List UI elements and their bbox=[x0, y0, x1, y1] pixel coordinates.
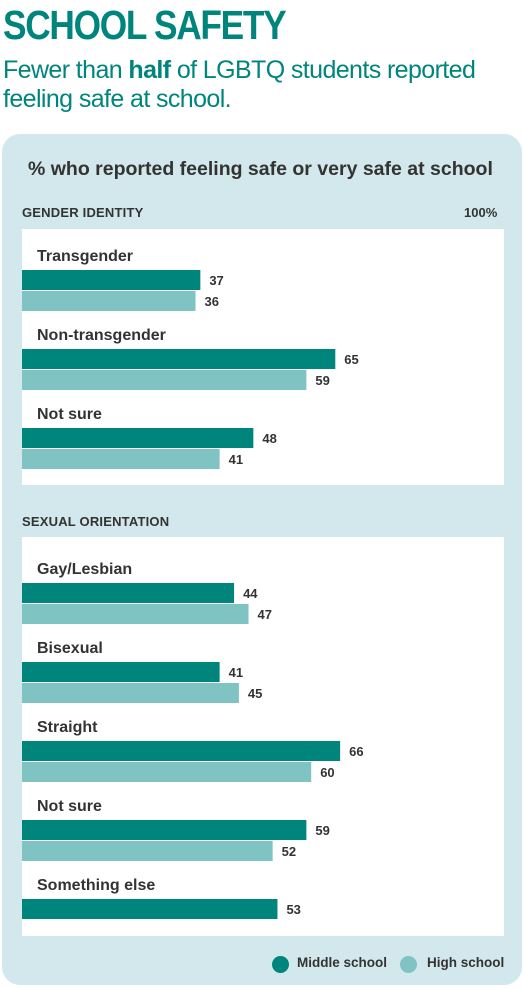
value-label-bisexual-high-school: 45 bbox=[248, 686, 262, 701]
value-label-non-transgender-middle-school: 65 bbox=[344, 352, 358, 367]
value-label-not-sure-high-school: 52 bbox=[282, 844, 296, 859]
category-label-not-sure: Not sure bbox=[37, 798, 102, 815]
value-label-gay-lesbian-high-school: 47 bbox=[258, 607, 272, 622]
legend-label-middle-school: Middle school bbox=[297, 955, 388, 970]
value-label-transgender-middle-school: 37 bbox=[209, 273, 223, 288]
bar-bisexual-middle-school bbox=[22, 662, 220, 682]
value-label-straight-middle-school: 66 bbox=[349, 744, 363, 759]
section-label-gender-identity: GENDER IDENTITY bbox=[22, 205, 144, 220]
legend-label-high-school: High school bbox=[427, 955, 505, 970]
bar-gay-lesbian-high-school bbox=[22, 604, 249, 624]
subtitle-emphasis: half bbox=[128, 56, 171, 84]
category-label-not-sure: Not sure bbox=[37, 406, 102, 423]
value-label-gay-lesbian-middle-school: 44 bbox=[243, 586, 258, 601]
legend-swatch-middle-school bbox=[272, 956, 289, 973]
bar-not-sure-middle-school bbox=[22, 820, 307, 840]
value-label-something-else-middle-school: 53 bbox=[286, 902, 300, 917]
category-label-straight: Straight bbox=[37, 719, 98, 736]
subtitle-start: Fewer than bbox=[3, 56, 129, 84]
value-label-not-sure-middle-school: 59 bbox=[315, 823, 329, 838]
value-label-bisexual-middle-school: 41 bbox=[229, 665, 243, 680]
value-label-non-transgender-high-school: 59 bbox=[315, 373, 329, 388]
bar-gay-lesbian-middle-school bbox=[22, 583, 235, 603]
section-label-sexual-orientation: SEXUAL ORIENTATION bbox=[22, 514, 170, 529]
value-label-straight-high-school: 60 bbox=[320, 765, 334, 780]
axis-max-label: 100% bbox=[464, 205, 498, 220]
category-label-bisexual: Bisexual bbox=[37, 640, 103, 657]
bar-something-else-middle-school bbox=[22, 899, 278, 919]
value-label-not-sure-middle-school: 48 bbox=[262, 431, 276, 446]
legend-swatch-high-school bbox=[400, 956, 417, 973]
bar-transgender-high-school bbox=[22, 291, 196, 311]
page-subtitle: Fewer than half of LGBTQ students report… bbox=[3, 56, 523, 114]
bar-not-sure-high-school bbox=[22, 449, 220, 469]
chart-title: % who reported feeling safe or very safe… bbox=[28, 158, 493, 180]
bar-straight-middle-school bbox=[22, 741, 341, 761]
bar-transgender-middle-school bbox=[22, 270, 201, 290]
bar-not-sure-high-school bbox=[22, 841, 273, 861]
category-label-something-else: Something else bbox=[37, 877, 155, 894]
bar-bisexual-high-school bbox=[22, 683, 239, 703]
category-label-transgender: Transgender bbox=[37, 248, 133, 265]
value-label-transgender-high-school: 36 bbox=[205, 294, 219, 309]
plot-area-sexual-orientation bbox=[22, 537, 504, 936]
bar-not-sure-middle-school bbox=[22, 428, 254, 448]
category-label-gay-lesbian: Gay/Lesbian bbox=[37, 561, 132, 578]
bar-non-transgender-high-school bbox=[22, 370, 307, 390]
subtitle-end: of LGBTQ students reported feeling safe … bbox=[3, 56, 476, 113]
bar-straight-high-school bbox=[22, 762, 312, 782]
page-title: SCHOOL SAFETY bbox=[3, 2, 287, 48]
bar-non-transgender-middle-school bbox=[22, 349, 336, 369]
category-label-non-transgender: Non-transgender bbox=[37, 327, 166, 344]
value-label-not-sure-high-school: 41 bbox=[229, 452, 243, 467]
